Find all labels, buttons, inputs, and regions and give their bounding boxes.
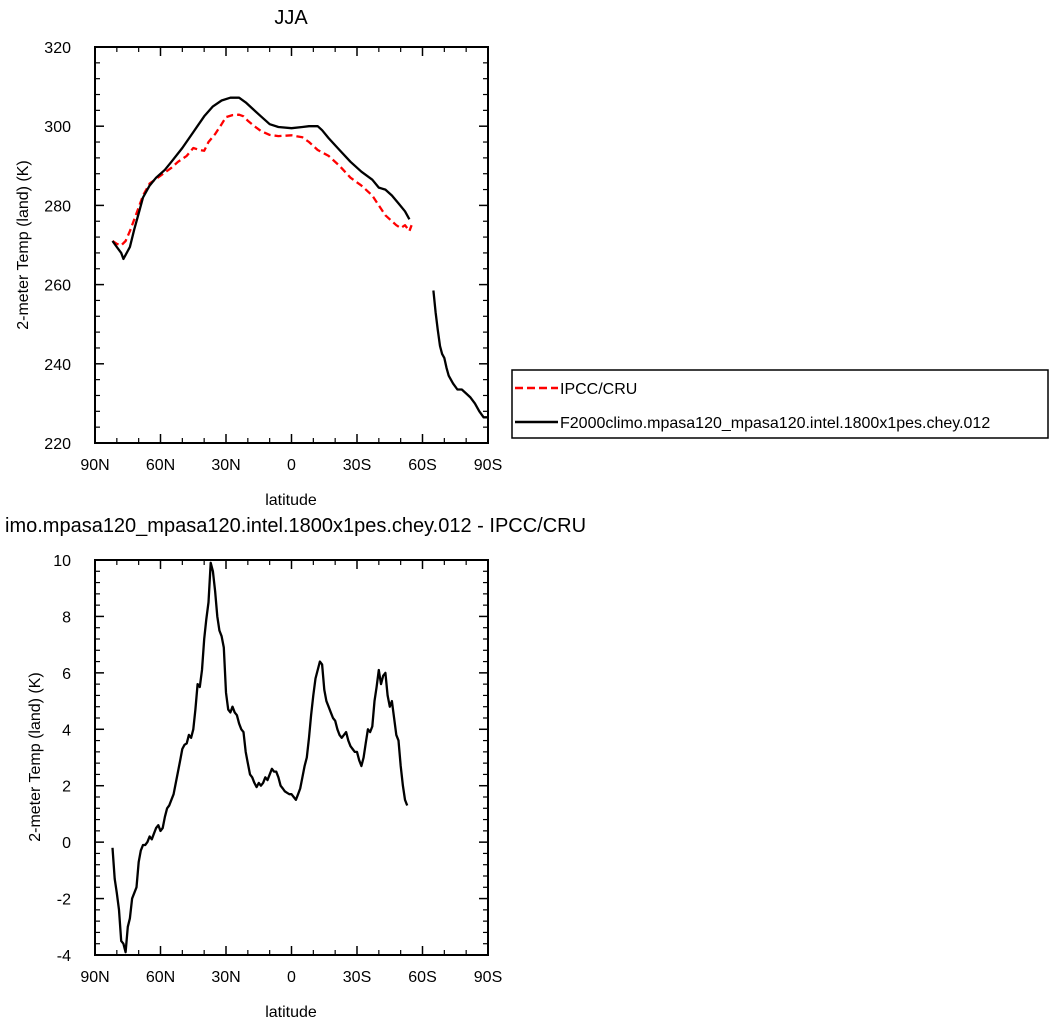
- bottom-xtick-label: 90N: [80, 969, 109, 986]
- bottom-ytick-label: -4: [57, 948, 71, 965]
- top-ytick-label: 300: [44, 119, 71, 136]
- bottom-series-0-line: [111, 561, 409, 954]
- top-y-axis-label: 2-meter Temp (land) (K): [15, 160, 32, 330]
- bottom-ytick-label: 10: [53, 553, 71, 570]
- bottom-ytick-label: 8: [62, 609, 71, 626]
- legend: IPCC/CRU F2000climo.mpasa120_mpasa120.in…: [511, 369, 1049, 439]
- top-xtick-label: 30S: [343, 457, 371, 474]
- top-xtick-label: 0: [287, 457, 296, 474]
- top-ytick-label: 220: [44, 436, 71, 453]
- bottom-ytick-label: 0: [62, 835, 71, 852]
- top-series-1-line-seg-0: [111, 96, 411, 261]
- legend-box: [511, 369, 1049, 439]
- bottom-xtick-label: 90S: [474, 969, 502, 986]
- top-x-axis-label: latitude: [265, 492, 317, 509]
- bottom-xtick-label: 60S: [408, 969, 436, 986]
- top-plot-title: JJA: [274, 7, 308, 29]
- bottom-xtick-label: 60N: [146, 969, 175, 986]
- bottom-y-axis-label: 2-meter Temp (land) (K): [27, 672, 44, 842]
- bottom-ytick-label: 2: [62, 779, 71, 796]
- bottom-xtick-label: 0: [287, 969, 296, 986]
- bottom-plot-frame: [94, 559, 489, 956]
- top-ytick-label: 260: [44, 278, 71, 295]
- top-ytick-label: 280: [44, 198, 71, 215]
- bottom-plot-title: imo.mpasa120_mpasa120.intel.1800x1pes.ch…: [5, 515, 586, 537]
- bottom-ytick-label: 4: [62, 722, 71, 739]
- top-xtick-label: 60S: [408, 457, 436, 474]
- bottom-x-axis-label: latitude: [265, 1004, 317, 1021]
- top-series-0-line: [111, 113, 413, 247]
- bottom-xtick-label: 30S: [343, 969, 371, 986]
- top-ytick-label: 240: [44, 357, 71, 374]
- legend-label-model: F2000climo.mpasa120_mpasa120.intel.1800x…: [560, 415, 990, 432]
- top-xtick-label: 90S: [474, 457, 502, 474]
- top-series-1-line-seg-1: [432, 290, 488, 419]
- legend-label-ipcc-cru: IPCC/CRU: [560, 381, 637, 398]
- top-xtick-label: 30N: [211, 457, 240, 474]
- bottom-ytick-label: 6: [62, 666, 71, 683]
- top-plot: JJA 90N 60N 30N 0 30S 60S 90S 220 240 260 280 300 32…: [15, 7, 502, 509]
- bottom-plot: imo.mpasa120_mpasa120.intel.1800x1pes.ch…: [5, 515, 586, 1021]
- top-plot-frame: [94, 46, 489, 444]
- bottom-xtick-label: 30N: [211, 969, 240, 986]
- top-xtick-label: 90N: [80, 457, 109, 474]
- top-xtick-label: 60N: [146, 457, 175, 474]
- bottom-ytick-label: -2: [57, 892, 71, 909]
- top-ytick-label: 320: [44, 40, 71, 57]
